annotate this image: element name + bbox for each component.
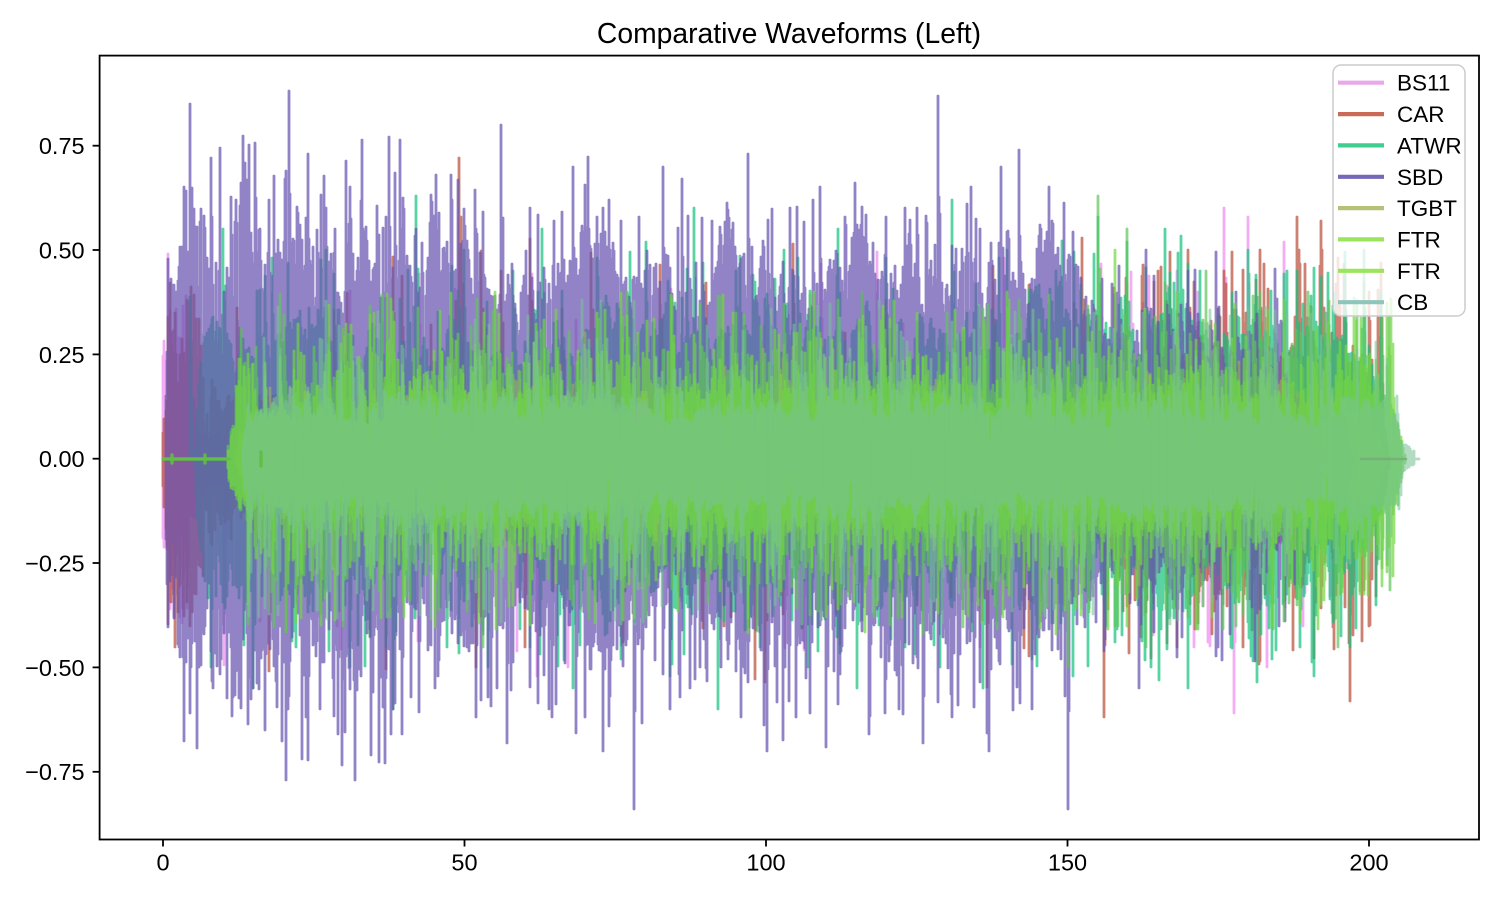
svg-text:0.00: 0.00: [39, 446, 85, 472]
svg-text:Comparative Waveforms (Left): Comparative Waveforms (Left): [597, 17, 981, 49]
svg-text:ATWR: ATWR: [1397, 133, 1462, 158]
svg-text:200: 200: [1349, 850, 1388, 876]
svg-text:SBD: SBD: [1397, 165, 1443, 190]
svg-text:CB: CB: [1397, 290, 1428, 315]
svg-text:CAR: CAR: [1397, 102, 1445, 127]
svg-text:50: 50: [451, 850, 477, 876]
svg-text:100: 100: [746, 850, 785, 876]
svg-text:−0.75: −0.75: [25, 759, 84, 785]
svg-text:−0.50: −0.50: [25, 655, 84, 681]
svg-text:0.50: 0.50: [39, 238, 85, 264]
svg-text:FTR: FTR: [1397, 227, 1441, 252]
svg-text:BS11: BS11: [1397, 71, 1450, 96]
svg-text:TGBT: TGBT: [1397, 196, 1457, 221]
svg-text:0.25: 0.25: [39, 342, 85, 368]
svg-text:FTR: FTR: [1397, 259, 1441, 284]
svg-text:0: 0: [156, 850, 169, 876]
svg-text:150: 150: [1048, 850, 1087, 876]
svg-text:−0.25: −0.25: [25, 551, 84, 577]
svg-text:0.75: 0.75: [39, 133, 85, 159]
